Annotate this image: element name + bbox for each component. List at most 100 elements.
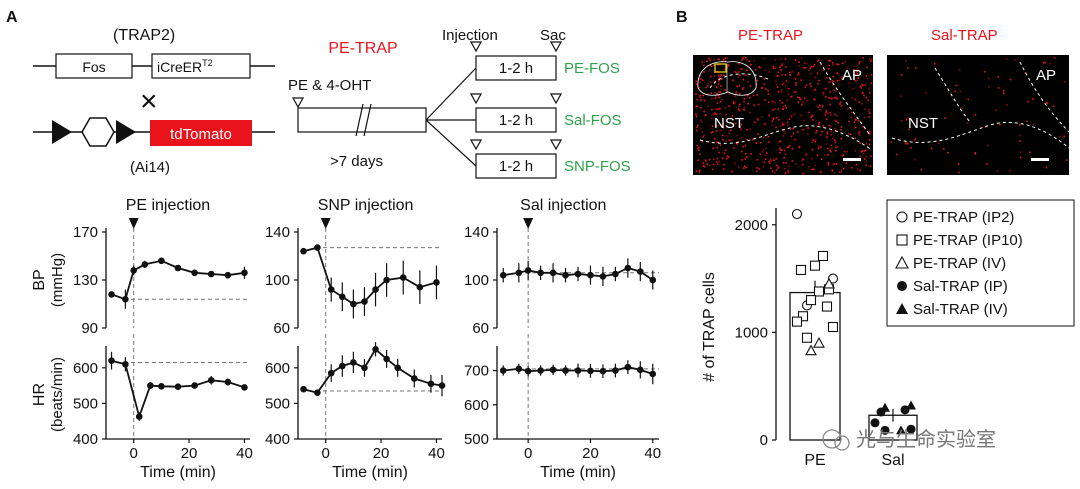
- x-tick-label: 20: [181, 445, 198, 462]
- loxp-right-icon: [116, 120, 136, 144]
- legend-item-label: PE-TRAP (IV): [913, 255, 1006, 272]
- data-point: [427, 380, 435, 388]
- trap2-label: (TRAP2): [113, 27, 175, 44]
- data-point: [383, 276, 390, 284]
- category-label: Sal: [881, 452, 904, 469]
- data-point: [327, 369, 335, 377]
- y-tick-label: 400: [73, 431, 98, 448]
- chart-title: SNP injection: [318, 197, 414, 214]
- y-tick-label: 600: [265, 360, 290, 377]
- days-label: >7 days: [330, 153, 383, 170]
- chart-hr_pe: 600 500 400 0 20 40 Time (min) HR (beats/min): [31, 334, 253, 481]
- sac-marker-icon: [549, 139, 563, 151]
- chart-hr_sal: 700 600 500 0 20 40 Time (min): [464, 334, 661, 481]
- y-axis-unit: (beats/min): [49, 357, 66, 432]
- bar-pe: [789, 291, 841, 441]
- data-point: [499, 367, 507, 374]
- data-point: [147, 382, 154, 389]
- data-point: [827, 273, 839, 284]
- y-axis-unit: (mmHg): [49, 253, 66, 307]
- micrographs: PE-TRAP Sal-TRAP AP NST AP NST: [695, 27, 1070, 175]
- data-point: [549, 366, 557, 374]
- data-point: [649, 370, 657, 378]
- micrograph-left-title: PE-TRAP: [738, 27, 803, 44]
- sac-label: Sac: [540, 27, 566, 44]
- y-tick-label: 0: [760, 432, 768, 449]
- x-tick-label: 20: [582, 445, 599, 462]
- data-point: [122, 360, 129, 368]
- ai14-label: (Ai14): [130, 159, 170, 176]
- data-point: [438, 382, 446, 389]
- legend-item-label: PE-TRAP (IP2): [913, 209, 1014, 226]
- y-tick-label: 600: [464, 397, 489, 414]
- cross-symbol: ×: [140, 85, 158, 118]
- x-tick-label: 0: [130, 445, 138, 462]
- sac-marker-icon: [549, 41, 563, 53]
- data-point: [339, 362, 346, 370]
- interval-label: 1-2 h: [499, 158, 533, 175]
- y-tick-label: 1000: [735, 324, 768, 341]
- series-line: [303, 347, 443, 394]
- data-point: [122, 295, 129, 303]
- sac-marker-icon: [549, 93, 563, 105]
- data-point: [361, 364, 368, 372]
- timeline-title: PE-TRAP: [328, 40, 397, 57]
- pe-4oht-label: PE & 4-OHT: [288, 77, 371, 94]
- y-axis-label: HR: [31, 383, 48, 406]
- data-point: [813, 337, 825, 348]
- data-point: [372, 286, 379, 293]
- injection-label: Injection: [442, 27, 498, 44]
- data-point: [191, 269, 198, 277]
- washout-box: [297, 107, 427, 133]
- data-point: [130, 267, 137, 274]
- data-point: [158, 257, 165, 265]
- chart-hr_snp: 600 500 400 0 20 40 Time (min): [265, 334, 446, 481]
- scale-bar-left: [843, 158, 861, 161]
- data-point: [515, 269, 523, 277]
- legend-item-label: Sal-TRAP (IV): [913, 301, 1008, 318]
- data-point: [499, 271, 507, 279]
- interval-label: 1-2 h: [499, 60, 533, 77]
- data-point: [797, 311, 809, 322]
- data-point: [587, 271, 594, 279]
- data-point: [624, 363, 632, 371]
- data-point: [805, 344, 817, 356]
- data-point: [300, 247, 307, 255]
- data-point: [339, 293, 346, 301]
- y-axis-label: BP: [31, 269, 48, 290]
- data-point: [906, 424, 916, 434]
- data-point: [813, 286, 825, 297]
- chart-title: PE injection: [126, 197, 211, 214]
- legend-marker-icon: [896, 211, 908, 223]
- legend-marker-icon: [896, 234, 908, 246]
- category-label: PE: [804, 452, 825, 469]
- data-point: [880, 425, 890, 435]
- data-point: [562, 367, 569, 374]
- interval-box: [475, 55, 557, 81]
- interval-label: 1-2 h: [499, 112, 533, 129]
- data-point: [135, 413, 143, 420]
- x-axis-label: Time (min): [140, 464, 216, 481]
- y-tick-label: 170: [73, 224, 98, 241]
- ap-label-left: AP: [842, 67, 862, 84]
- series-line: [111, 359, 245, 420]
- data-point: [612, 367, 619, 374]
- chart-bp_snp: 140 100 60 SNP injection: [265, 197, 442, 337]
- data-point: [795, 264, 807, 276]
- data-point: [327, 286, 335, 293]
- y-tick-label: 140: [265, 224, 290, 241]
- interval-box: [475, 107, 557, 133]
- injection-marker-icon: [469, 41, 483, 53]
- legend: PE-TRAP (IP2) PE-TRAP (IP10) PE-TRAP (IV) S…: [886, 199, 1075, 327]
- legend-item-label: PE-TRAP (IP10): [913, 232, 1023, 249]
- y-tick-label: 140: [464, 224, 489, 241]
- data-point: [809, 260, 821, 271]
- data-point: [224, 271, 232, 279]
- micrograph-sal-trap: [887, 55, 1069, 175]
- watermark-text: 光与生命实验室: [856, 427, 996, 451]
- data-point: [141, 261, 149, 268]
- nst-label-right: NST: [908, 115, 938, 132]
- legend-marker-icon: [896, 303, 908, 314]
- x-tick-label: 0: [322, 445, 330, 462]
- data-point: [791, 208, 803, 220]
